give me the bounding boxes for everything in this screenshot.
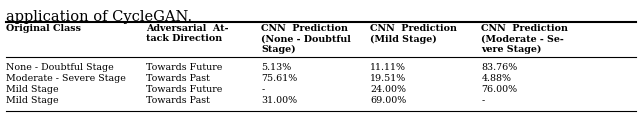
Text: 76.00%: 76.00% [481,85,517,94]
Text: None - Doubtful Stage: None - Doubtful Stage [6,63,114,72]
Text: Mild Stage: Mild Stage [6,96,59,105]
Text: 19.51%: 19.51% [370,74,406,83]
Text: Towards Future: Towards Future [146,85,222,94]
Text: Adversarial  At-
tack Direction: Adversarial At- tack Direction [146,24,228,43]
Text: 75.61%: 75.61% [261,74,298,83]
Text: Mild Stage: Mild Stage [6,85,59,94]
Text: 11.11%: 11.11% [370,63,406,72]
Text: 4.88%: 4.88% [481,74,511,83]
Text: 31.00%: 31.00% [261,96,297,105]
Text: CNN  Prediction
(None - Doubtful
Stage): CNN Prediction (None - Doubtful Stage) [261,24,351,54]
Text: 5.13%: 5.13% [261,63,291,72]
Text: 69.00%: 69.00% [370,96,406,105]
Text: application of CycleGAN.: application of CycleGAN. [6,10,193,24]
Text: -: - [261,85,264,94]
Text: Towards Past: Towards Past [146,96,210,105]
Text: 83.76%: 83.76% [481,63,518,72]
Text: -: - [481,96,484,105]
Text: CNN  Prediction
(Moderate - Se-
vere Stage): CNN Prediction (Moderate - Se- vere Stag… [481,24,568,54]
Text: Moderate - Severe Stage: Moderate - Severe Stage [6,74,126,83]
Text: 24.00%: 24.00% [370,85,406,94]
Text: Original Class: Original Class [6,24,81,33]
Text: CNN  Prediction
(Mild Stage): CNN Prediction (Mild Stage) [370,24,457,44]
Text: Towards Future: Towards Future [146,63,222,72]
Text: Towards Past: Towards Past [146,74,210,83]
